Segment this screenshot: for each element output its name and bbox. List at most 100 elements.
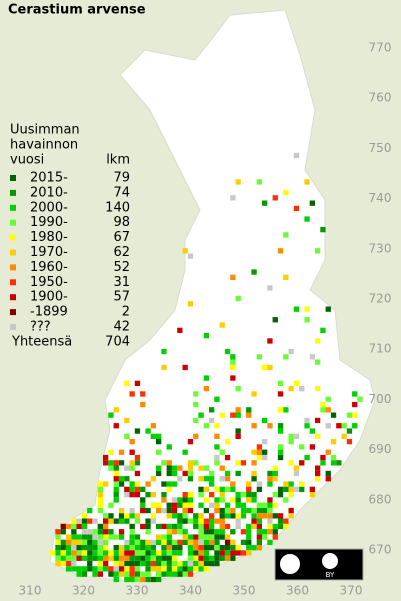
legend-label: 2015-	[30, 171, 68, 186]
square-group	[60, 523, 231, 545]
observation-square	[315, 386, 321, 392]
observation-square	[81, 539, 88, 545]
observation-square	[230, 497, 236, 503]
observation-square	[277, 523, 284, 530]
observation-square	[145, 523, 151, 530]
observation-square	[129, 492, 135, 498]
observation-square	[156, 470, 162, 477]
observation-square	[161, 481, 167, 487]
observation-square	[124, 571, 130, 577]
observation-square	[108, 534, 114, 540]
observation-square	[277, 391, 284, 397]
observation-square	[177, 560, 183, 567]
observation-square	[330, 454, 337, 461]
observation-square	[288, 492, 294, 498]
y-axis-label: 730	[369, 241, 392, 255]
observation-square	[87, 566, 93, 572]
observation-square	[134, 492, 141, 498]
observation-square	[256, 534, 262, 540]
observation-square	[267, 529, 273, 535]
observation-square	[134, 486, 141, 492]
observation-square	[118, 550, 125, 556]
observation-square	[103, 460, 109, 466]
observation-square	[177, 539, 183, 545]
observation-square	[277, 423, 284, 429]
observation-square	[171, 470, 178, 477]
observation-square	[209, 407, 215, 413]
observation-square	[235, 179, 241, 185]
observation-square	[267, 338, 273, 344]
observation-square	[198, 555, 204, 561]
observation-square	[81, 571, 88, 577]
observation-square	[161, 497, 167, 503]
observation-square	[224, 486, 231, 492]
observation-square	[235, 502, 241, 508]
x-axis-label: 360	[286, 584, 309, 598]
observation-square	[288, 507, 294, 514]
legend-swatch	[10, 189, 16, 196]
observation-square	[65, 550, 72, 556]
legend-count: 79	[113, 171, 130, 186]
observation-square	[219, 529, 225, 535]
observation-square	[150, 476, 156, 482]
observation-square	[187, 465, 194, 471]
observation-square	[235, 550, 241, 556]
observation-square	[134, 571, 141, 577]
observation-square	[267, 497, 273, 503]
observation-square	[134, 454, 141, 461]
observation-square	[209, 502, 215, 508]
observation-square	[118, 518, 125, 524]
observation-square	[262, 513, 268, 519]
observation-square	[150, 502, 156, 508]
observation-square	[288, 513, 294, 519]
observation-square	[325, 407, 331, 413]
observation-square	[283, 274, 289, 280]
observation-square	[113, 560, 119, 567]
observation-square	[224, 523, 231, 530]
legend-count: 52	[113, 260, 130, 275]
observation-square	[134, 380, 141, 386]
observation-square	[182, 248, 188, 254]
observation-square	[187, 301, 194, 307]
observation-square	[161, 492, 167, 498]
observation-square	[246, 412, 252, 418]
legend-swatch	[10, 219, 16, 226]
observation-square	[277, 518, 284, 524]
observation-square	[103, 481, 109, 487]
observation-square	[309, 444, 315, 450]
observation-square	[81, 529, 88, 535]
observation-square	[219, 513, 225, 519]
observation-square	[277, 449, 284, 455]
observation-square	[203, 375, 209, 381]
observation-square	[166, 465, 172, 471]
observation-square	[203, 529, 209, 535]
observation-square	[320, 401, 326, 408]
observation-square	[293, 470, 300, 477]
observation-square	[235, 523, 241, 530]
observation-square	[134, 513, 141, 519]
observation-square	[161, 545, 167, 551]
observation-square	[156, 439, 162, 445]
observation-square	[166, 507, 172, 514]
observation-square	[71, 555, 77, 561]
observation-square	[230, 354, 236, 360]
observation-square	[267, 518, 273, 524]
observation-square	[187, 545, 194, 551]
observation-square	[182, 502, 188, 508]
observation-square	[251, 513, 257, 519]
observation-square	[187, 550, 194, 556]
observation-square	[103, 555, 109, 561]
observation-square	[299, 460, 305, 466]
observation-square	[140, 523, 146, 530]
observation-square	[198, 539, 204, 545]
observation-square	[81, 518, 88, 524]
observation-square	[118, 507, 125, 514]
observation-square	[293, 306, 300, 312]
observation-square	[97, 502, 103, 508]
observation-square	[309, 428, 315, 434]
observation-square	[203, 465, 209, 471]
observation-square	[118, 449, 125, 455]
observation-square	[187, 518, 194, 524]
observation-square	[304, 454, 310, 461]
legend-label: -1899	[30, 305, 68, 320]
